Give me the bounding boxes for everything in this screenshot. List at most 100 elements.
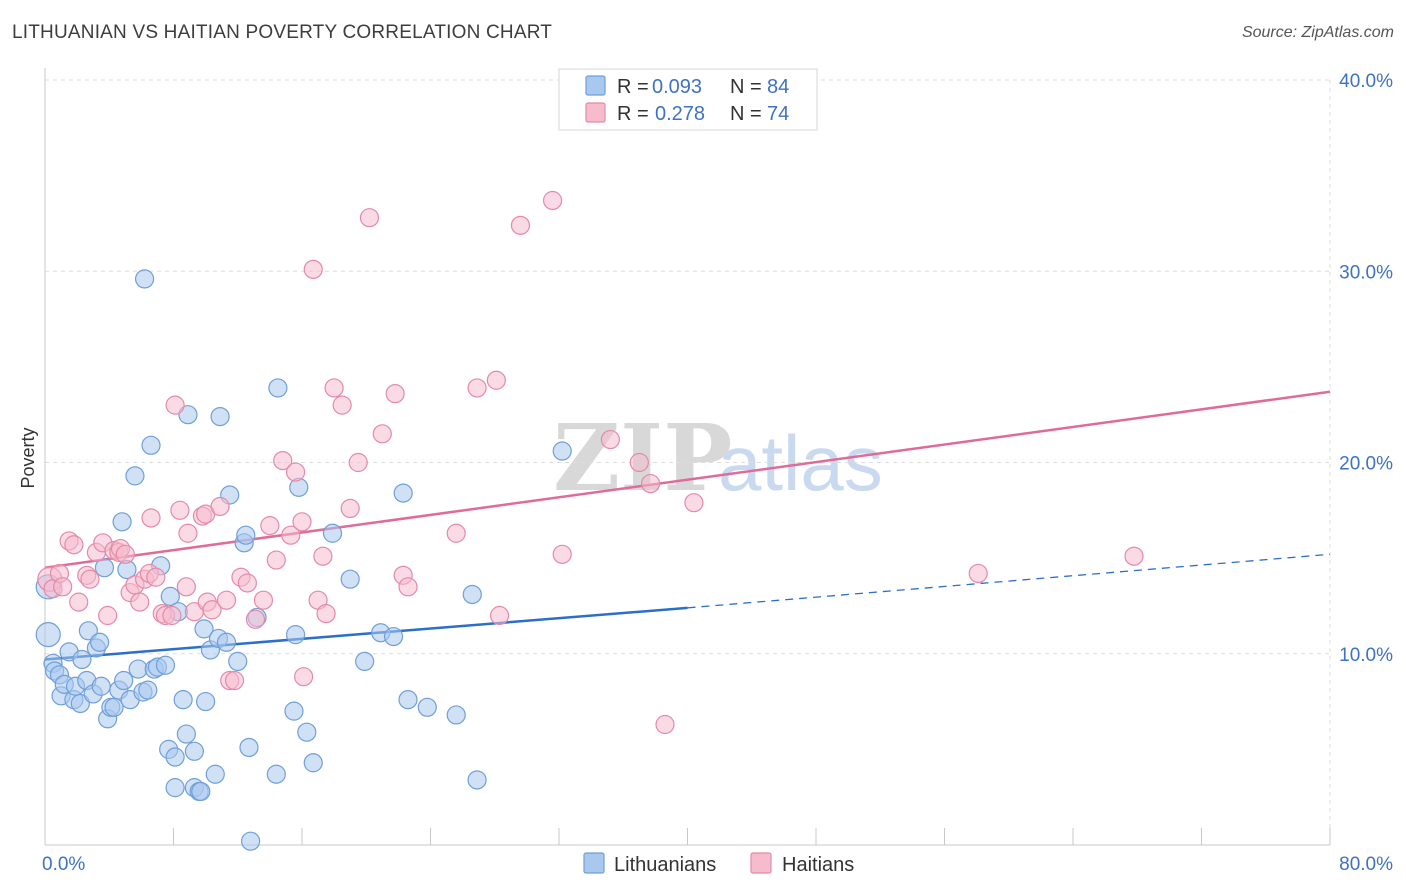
lithuanian-point-57 (228, 651, 248, 672)
haitian-point-64 (467, 378, 487, 398)
haitian-point-8 (80, 569, 100, 589)
trend-lines (44, 390, 1331, 661)
haitian-point-15 (115, 544, 135, 564)
haitian-point-50 (303, 259, 323, 279)
haitian-point-36 (216, 590, 237, 610)
y-tick-label-1: 20.0% (1339, 454, 1393, 475)
haitian-point-59 (372, 424, 392, 444)
lithuanian-trend-line (44, 606, 688, 661)
haitian-point-28 (176, 577, 196, 597)
lithuanian-point-46 (184, 741, 204, 761)
lithuanian-point-23 (112, 512, 132, 532)
haitian-point-40 (237, 573, 257, 593)
lithuanian-point-71 (340, 569, 360, 589)
y-tick-labels: 10.0% 20.0% 30.0% 40.0% (1339, 71, 1393, 666)
haitian-point-5 (64, 535, 84, 555)
lithuanian-point-77 (417, 697, 437, 717)
lithuanian-point-65 (284, 701, 304, 721)
haitian-point-72 (640, 473, 661, 494)
stats-legend-row-lithuanians: R = 0.093 N = 84 (585, 75, 789, 98)
x-tick-labels: 0.0% 80.0% (42, 854, 1393, 875)
lithuanian-point-16 (90, 632, 110, 652)
lithuanian-point-21 (104, 697, 124, 717)
haitian-point-34 (202, 600, 222, 620)
n-label: N = (730, 76, 762, 98)
haitian-point-67 (510, 215, 531, 235)
lithuanian-trend-extension (687, 553, 1331, 609)
lithuanian-point-28 (128, 659, 148, 679)
stats-legend: R = 0.093 N = 84 R = 0.278 N = 74 (558, 68, 818, 131)
haitian-point-46 (281, 525, 301, 545)
r-value: 0.278 (655, 103, 705, 125)
haitian-point-18 (130, 592, 150, 612)
series-haitians (37, 190, 1144, 735)
haitian-point-25 (162, 605, 182, 626)
lithuanian-point-1 (35, 622, 61, 648)
haitian-point-6 (69, 592, 89, 612)
stats-legend-row-haitians: R = 0.278 N = 74 (585, 102, 789, 125)
legend-haitians-label: Haitians (782, 854, 854, 876)
lithuanian-point-61 (241, 831, 261, 851)
lithuanian-point-70 (322, 523, 343, 543)
haitian-point-65 (486, 370, 506, 390)
lithuanian-point-17 (91, 676, 111, 696)
haitian-point-56 (340, 498, 360, 518)
lithuanian-point-36 (155, 655, 176, 675)
r-value: 0.093 (652, 76, 702, 98)
lithuanian-point-32 (141, 435, 161, 455)
haitian-point-71 (629, 452, 649, 473)
haitian-point-62 (398, 577, 418, 597)
haitian-point-41 (245, 609, 266, 629)
haitian-point-66 (489, 605, 510, 626)
haitian-point-21 (141, 508, 161, 528)
lithuanian-point-79 (462, 584, 482, 605)
haitian-point-70 (600, 429, 621, 450)
haitian-point-3 (53, 577, 73, 597)
lithuanian-point-27 (125, 466, 145, 486)
chart-title: LITHUANIAN VS HAITIAN POVERTY CORRELATIO… (12, 22, 553, 43)
lithuanian-point-24 (114, 670, 134, 691)
lithuanian-point-10 (70, 693, 90, 714)
haitian-point-45 (273, 450, 293, 471)
lithuanian-point-43 (176, 724, 196, 744)
haitian-point-73 (655, 714, 675, 735)
lithuanian-point-49 (194, 619, 214, 639)
lithuanian-point-39 (165, 747, 185, 767)
haitian-point-54 (324, 378, 344, 398)
legend-lithuanians-swatch (583, 852, 605, 874)
legend-lithuanians-label: Lithuanians (614, 854, 716, 876)
haitian-point-47 (285, 462, 306, 482)
haitians-swatch (585, 102, 606, 123)
legend-haitians-swatch (750, 852, 772, 874)
r-label: R = (617, 103, 649, 125)
x-tick-label-0: 0.0% (42, 854, 85, 875)
grid (45, 79, 1331, 845)
haitian-point-69 (552, 544, 572, 564)
lithuanian-point-48 (191, 781, 211, 802)
lithuanians-swatch (585, 75, 606, 96)
haitian-point-60 (385, 384, 405, 404)
lithuanian-point-54 (210, 407, 230, 427)
lithuanian-point-63 (266, 764, 286, 784)
watermark: ZIP atlas (553, 404, 883, 512)
haitian-point-52 (313, 546, 333, 566)
haitian-point-42 (253, 590, 274, 610)
haitian-point-29 (178, 523, 198, 543)
lithuanian-point-69 (303, 753, 323, 773)
lithuanian-point-55 (216, 632, 237, 652)
source-credit: Source: ZipAtlas.com (1241, 24, 1394, 41)
lithuanian-point-75 (393, 483, 413, 503)
haitian-point-55 (332, 395, 352, 415)
lithuanian-point-44 (178, 405, 198, 425)
series-lithuanians (35, 269, 572, 851)
r-label: R = (617, 76, 649, 98)
haitian-point-38 (224, 670, 245, 691)
haitian-point-35 (210, 496, 230, 517)
haitian-point-11 (98, 605, 118, 626)
lithuanian-point-50 (196, 691, 216, 712)
haitian-point-68 (542, 190, 563, 211)
haitian-point-49 (294, 667, 314, 687)
lithuanian-point-11 (72, 649, 92, 670)
haitian-point-53 (316, 603, 336, 624)
